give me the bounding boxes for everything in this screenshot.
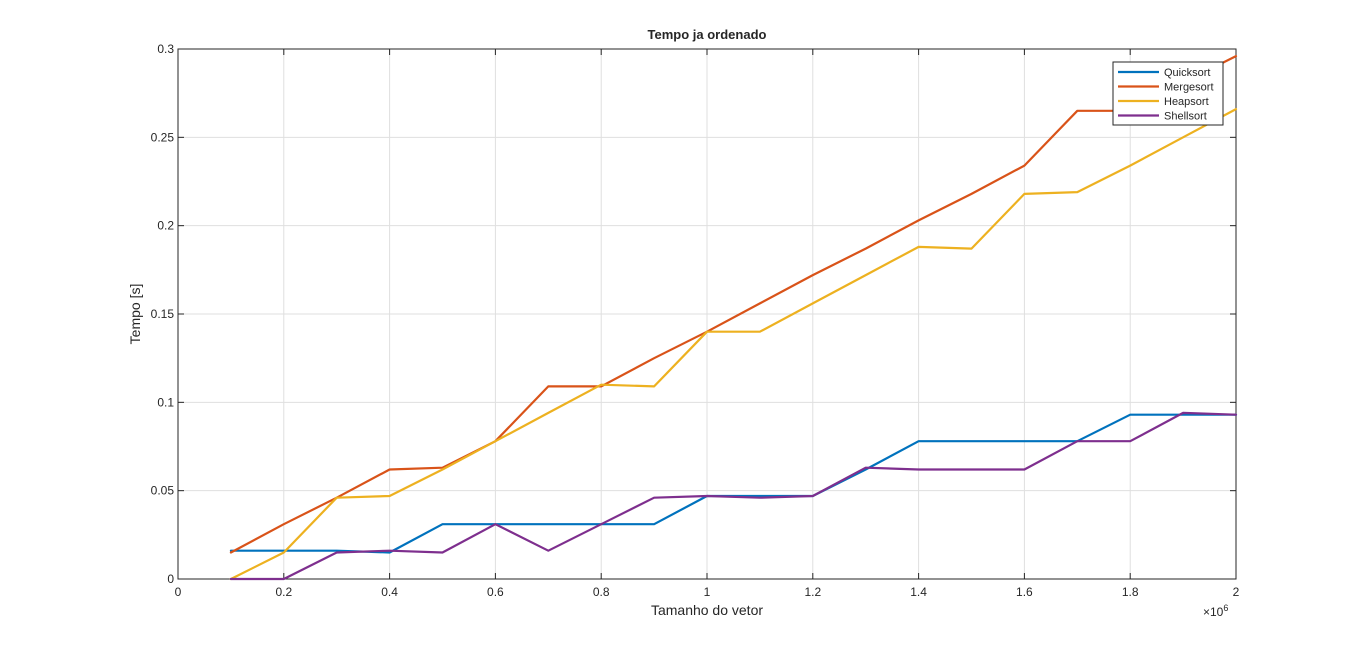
x-tick-label: 0.8 [593, 585, 610, 599]
y-tick-label: 0.05 [151, 484, 175, 498]
y-tick-label: 0.15 [151, 307, 175, 321]
series-line-shellsort [229, 411, 1238, 581]
x-tick-label: 0.6 [487, 585, 504, 599]
legend-label-shellsort: Shellsort [1164, 111, 1207, 123]
legend-label-quicksort: Quicksort [1164, 67, 1210, 79]
x-axis-exponent-power: 6 [1223, 603, 1228, 613]
x-tick-label: 1.2 [804, 585, 821, 599]
x-axis-exponent-base: ×10 [1203, 605, 1224, 619]
x-tick-label: 0.2 [275, 585, 292, 599]
series-lines [229, 54, 1238, 581]
x-axis-label: Tamanho do vetor [651, 602, 763, 618]
y-tick-label: 0.3 [157, 42, 174, 56]
x-axis-exponent: ×106 [1203, 603, 1228, 619]
y-tick-label: 0.2 [157, 219, 174, 233]
x-tick-label: 1.8 [1122, 585, 1139, 599]
x-tick-label: 1.6 [1016, 585, 1033, 599]
y-tick-label: 0.1 [157, 395, 174, 409]
x-tick-label: 1 [704, 585, 711, 599]
chart-title: Tempo ja ordenado [648, 27, 767, 42]
ticks: 0 0.2 0.4 0.6 0.8 1 1.2 1.4 1.6 1.8 2 0 0.05 0.1 0.15 0… [151, 42, 1240, 599]
y-tick-label: 0.25 [151, 130, 175, 144]
x-tick-label: 2 [1233, 585, 1240, 599]
legend: Quicksort Mergesort Heapsort Shellsort [1112, 61, 1224, 126]
x-tick-label: 1.4 [910, 585, 927, 599]
y-tick-label: 0 [167, 572, 174, 586]
legend-label-mergesort: Mergesort [1164, 82, 1214, 94]
legend-label-heapsort: Heapsort [1164, 96, 1209, 108]
x-tick-label: 0 [175, 585, 182, 599]
series-line-heapsort [229, 107, 1238, 581]
x-tick-label: 0.4 [381, 585, 398, 599]
y-axis-label: Tempo [s] [127, 284, 143, 345]
series-line-mergesort [229, 54, 1238, 554]
